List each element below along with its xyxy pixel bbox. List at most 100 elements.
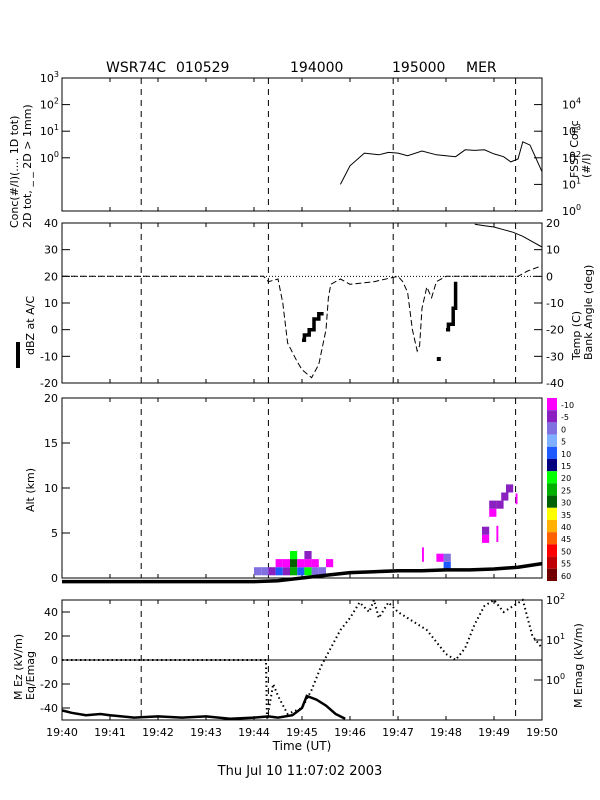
alt-cell bbox=[326, 559, 334, 568]
alt-tick-label: 15 bbox=[44, 437, 58, 450]
alt-cell bbox=[304, 559, 312, 568]
colorbar-label: 20 bbox=[561, 474, 571, 483]
colorbar-label: -5 bbox=[561, 413, 569, 422]
alt-tick-label: 10 bbox=[44, 482, 58, 495]
colorbar-swatch bbox=[547, 410, 557, 423]
efield-left-tick-label: -20 bbox=[40, 678, 58, 691]
conc-ylabel-left-2: 2D tot, _ _ 2D > 1mm) bbox=[21, 104, 34, 228]
x-tick-label: 19:48 bbox=[430, 726, 462, 739]
alt-cell bbox=[304, 551, 312, 560]
efield-left-tick-label: 0 bbox=[51, 654, 58, 667]
dbz-left-tick-label: 40 bbox=[44, 217, 58, 230]
temp-ylabel: Temp (C) bbox=[570, 311, 583, 361]
conc-right-tick-label: 104 bbox=[562, 97, 581, 112]
x-axis-label: Time (UT) bbox=[272, 739, 332, 753]
conc-ylabel-left: Conc(#/l)(.... 1D tot) bbox=[8, 116, 21, 228]
ez-ylabel: M Ez (kV/m) bbox=[12, 634, 25, 700]
eq-ylabel: Eq/Emag bbox=[24, 651, 37, 700]
colorbar-label: 5 bbox=[561, 438, 566, 447]
alt-cell bbox=[318, 567, 326, 576]
colorbar-swatch bbox=[547, 434, 557, 447]
dbz-right-tick-label: -10 bbox=[546, 297, 564, 310]
x-tick-label: 19:49 bbox=[478, 726, 510, 739]
footer-timestamp: Thu Jul 10 11:07:02 2003 bbox=[217, 764, 383, 779]
flight-altitude-line bbox=[62, 561, 543, 584]
x-tick-label: 19:50 bbox=[526, 726, 558, 739]
efield-right-tick-label: 100 bbox=[546, 672, 565, 687]
dbz-frame bbox=[61, 222, 543, 384]
alt-cell bbox=[275, 559, 283, 568]
colorbar-label: 45 bbox=[561, 535, 571, 544]
bank-angle-series bbox=[62, 265, 543, 379]
alt-tick-label: 0 bbox=[51, 572, 58, 585]
alt-cell bbox=[290, 551, 298, 560]
dbz-left-tick-label: -10 bbox=[40, 350, 58, 363]
x-tick-label: 19:41 bbox=[94, 726, 126, 739]
alt-frame bbox=[61, 397, 543, 579]
conc-right-tick-label: 102 bbox=[562, 150, 581, 165]
conc-right-tick-label: 100 bbox=[562, 203, 581, 218]
colorbar-swatch bbox=[547, 483, 557, 496]
alt-cell bbox=[489, 508, 497, 517]
dbz-left-tick-label: 30 bbox=[44, 244, 58, 257]
alt-cell bbox=[261, 567, 269, 576]
dbz-right-tick-label: -40 bbox=[546, 377, 564, 390]
colorbar-swatch bbox=[547, 459, 557, 472]
alt-cell bbox=[311, 559, 319, 568]
dbz-left-tick-label: 0 bbox=[51, 324, 58, 337]
alt-cell bbox=[282, 559, 290, 568]
colorbar-label: 35 bbox=[561, 511, 571, 520]
alt-cell bbox=[297, 567, 305, 576]
alt-cell bbox=[482, 526, 490, 535]
alt-cell bbox=[290, 567, 298, 576]
colorbar-label: 25 bbox=[561, 486, 571, 495]
dbz-left-tick-label: 20 bbox=[44, 270, 58, 283]
temp-series bbox=[474, 223, 543, 248]
x-tick-label: 19:45 bbox=[286, 726, 318, 739]
header-start-time: 194000 bbox=[290, 60, 344, 76]
colorbar-swatch bbox=[547, 507, 557, 520]
colorbar-swatch bbox=[547, 556, 557, 569]
alt-cell bbox=[506, 484, 514, 493]
colorbar-label: 15 bbox=[561, 462, 571, 471]
x-tick-label: 19:42 bbox=[142, 726, 174, 739]
header-end-time: 195000 bbox=[392, 60, 446, 76]
alt-cell bbox=[254, 567, 262, 576]
alt-cell bbox=[489, 500, 497, 509]
alt-cell bbox=[297, 559, 305, 568]
conc-left-tick-label: 102 bbox=[40, 97, 59, 112]
alt-cell bbox=[496, 525, 499, 542]
dbz-series bbox=[446, 281, 458, 332]
x-tick-label: 19:44 bbox=[238, 726, 270, 739]
dbz-right-tick-label: -20 bbox=[546, 324, 564, 337]
conc-frame bbox=[61, 77, 543, 212]
efield-right-tick-label: 101 bbox=[546, 632, 565, 647]
alt-cell bbox=[282, 567, 290, 576]
colorbar-swatch bbox=[547, 544, 557, 557]
dbz-dot bbox=[436, 357, 441, 361]
conc-ylabel-right-2: (#/l) bbox=[580, 153, 593, 178]
conc-left-tick-label: 101 bbox=[40, 123, 59, 138]
dbz-left-tick-label: -20 bbox=[40, 377, 58, 390]
colorbar-swatch bbox=[547, 446, 557, 459]
conc-fssp-series bbox=[339, 141, 543, 185]
efield-left-tick-label: -40 bbox=[40, 702, 58, 715]
alt-cell bbox=[443, 561, 451, 570]
colorbar-swatch bbox=[547, 471, 557, 484]
efield-left-tick-label: 20 bbox=[44, 630, 58, 643]
dbz-right-tick-label: -30 bbox=[546, 350, 564, 363]
dbz-right-tick-label: 20 bbox=[546, 217, 560, 230]
alt-cell bbox=[436, 553, 444, 562]
ez-series bbox=[61, 694, 346, 721]
emag-ylabel: M Emag (kV/m) bbox=[572, 623, 585, 708]
dbz-right-tick-label: 10 bbox=[546, 244, 560, 257]
conc-right-tick-label: 103 bbox=[562, 123, 581, 138]
colorbar-label: 40 bbox=[561, 523, 571, 532]
alt-cell bbox=[501, 492, 509, 501]
colorbar-label: 55 bbox=[561, 560, 571, 569]
dbz-right-tick-label: 0 bbox=[546, 270, 553, 283]
dbz-left-tick-label: 10 bbox=[44, 297, 58, 310]
colorbar-swatch bbox=[547, 568, 557, 581]
header-location: MER bbox=[466, 60, 497, 76]
